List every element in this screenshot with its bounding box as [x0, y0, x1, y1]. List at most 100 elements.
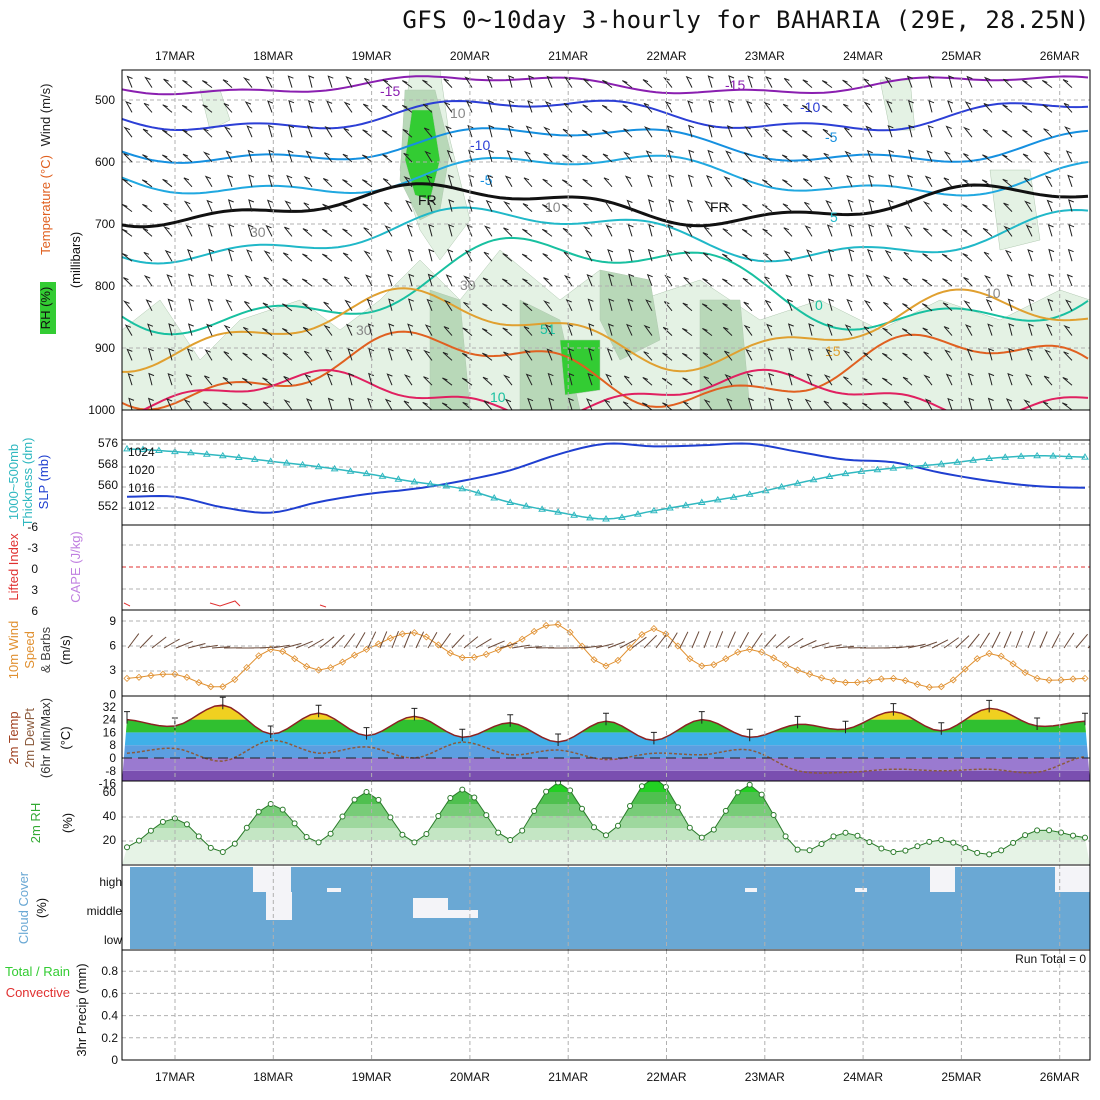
rh-marker: [878, 845, 885, 852]
wind-barb: [724, 373, 733, 386]
wind-barb-10m: [919, 641, 938, 649]
wind-barb: [987, 397, 994, 410]
cape-lifted-index-panel: -6 -3 0 3 6 Lifted Index CAPE (J/kg): [6, 520, 1090, 618]
minmax-tick: [698, 711, 705, 724]
wind-barb: [147, 397, 154, 410]
ylabel-temp-units: (°C): [58, 726, 73, 749]
wind-barb: [348, 372, 355, 386]
wind-barb: [1025, 224, 1033, 237]
wind-barb: [783, 77, 793, 88]
wind-barb: [1004, 249, 1013, 262]
wind-barb: [345, 76, 353, 88]
date-label-top: 25MAR: [941, 49, 981, 63]
wind-barb: [626, 199, 633, 212]
thickness-marker: [777, 482, 786, 490]
cloud-cover-panel: high middle low Cloud Cover (%): [16, 867, 1090, 949]
wind-barb-10m: [1063, 632, 1075, 649]
minmax-tick: [124, 711, 130, 724]
thickness-marker: [506, 498, 515, 505]
wind-barb: [988, 347, 994, 361]
wind-barb: [242, 377, 253, 386]
thickness-marker: [362, 469, 371, 477]
wind-barb: [903, 251, 913, 262]
wind-barb: [123, 277, 133, 287]
wind-barb: [546, 75, 553, 88]
date-label-top: 21MAR: [548, 49, 588, 63]
wind-speed-marker: [1033, 674, 1041, 682]
wind-barb: [861, 402, 873, 410]
wind-barb: [387, 348, 394, 361]
wind-barb: [282, 252, 293, 262]
thickness-marker: [793, 479, 802, 486]
date-label-bottom: 18MAR: [253, 1070, 293, 1084]
wind-barb: [866, 149, 873, 163]
wind-barb: [227, 199, 234, 212]
wind-barb: [402, 80, 413, 89]
thickness-marker: [634, 510, 642, 517]
wind-barb: [947, 397, 954, 410]
minmax-tick: [459, 728, 466, 742]
wind-barb: [664, 274, 673, 287]
precip-tick: 0.8: [101, 964, 118, 978]
rh-marker: [243, 824, 250, 831]
wind-speed-marker: [315, 666, 323, 674]
wind-speed-marker: [782, 661, 790, 669]
wind-barb: [403, 152, 413, 163]
wind-barb-10m: [619, 638, 637, 649]
wind-barb-10m: [595, 643, 614, 649]
wind-speed-marker: [1021, 668, 1029, 677]
wind-barb-10m: [1027, 631, 1036, 649]
wind-barb: [206, 199, 213, 212]
wind-barb: [322, 203, 333, 212]
wind-barb: [323, 324, 333, 336]
wind-barb: [584, 249, 593, 262]
wind-barb: [363, 227, 373, 237]
wind-barb: [405, 200, 413, 212]
wind-speed-marker: [853, 678, 862, 686]
wind-barb: [162, 154, 173, 163]
wind-barb: [446, 149, 453, 163]
wind-barb: [342, 179, 353, 188]
pressure-tick: 700: [95, 217, 115, 231]
rh-marker: [710, 826, 717, 833]
wind-barb: [1066, 274, 1073, 287]
wind-speed-marker: [817, 674, 826, 682]
wind-barb: [502, 253, 513, 262]
wind-barb: [147, 347, 154, 361]
wind-barb: [162, 129, 173, 138]
wind-clip: [122, 620, 1090, 691]
wind-barb: [423, 127, 433, 138]
wind-barb: [1043, 151, 1053, 163]
wind-barb: [247, 224, 254, 237]
wind-barb: [144, 76, 153, 88]
wind-speed-marker: [865, 677, 874, 685]
wind-barb: [488, 124, 495, 138]
wind-barb: [1048, 248, 1055, 262]
thickness-marker: [218, 451, 227, 459]
wind-barb-10m: [295, 640, 313, 649]
wind-barb-10m: [811, 642, 830, 649]
ylabel-precip-conv: Convective: [6, 985, 70, 1000]
ylabel-millibars: (millibars): [68, 232, 83, 288]
thickness-marker: [234, 453, 243, 460]
wind-barb: [762, 179, 773, 188]
minmax-tick: [603, 712, 609, 726]
wind-barb-10m: [403, 631, 412, 649]
wind-barb: [503, 351, 513, 361]
wind-barb: [242, 326, 253, 336]
wind-barb: [648, 199, 654, 212]
wind-barb: [928, 75, 935, 88]
wind-barb: [846, 298, 853, 311]
wind-speed-marker: [350, 651, 359, 659]
slp-tick: 1024: [128, 445, 155, 459]
wind-barb: [722, 278, 733, 287]
wind-barb: [167, 372, 174, 386]
thickness-marker: [314, 462, 323, 470]
rh-marker: [1070, 832, 1076, 839]
wind-barb: [123, 126, 133, 138]
wind-barb: [924, 175, 933, 188]
wind-barb: [302, 253, 313, 262]
wind-speed-marker: [806, 670, 814, 678]
wind-barb: [901, 328, 913, 337]
wind-barb: [225, 150, 233, 163]
